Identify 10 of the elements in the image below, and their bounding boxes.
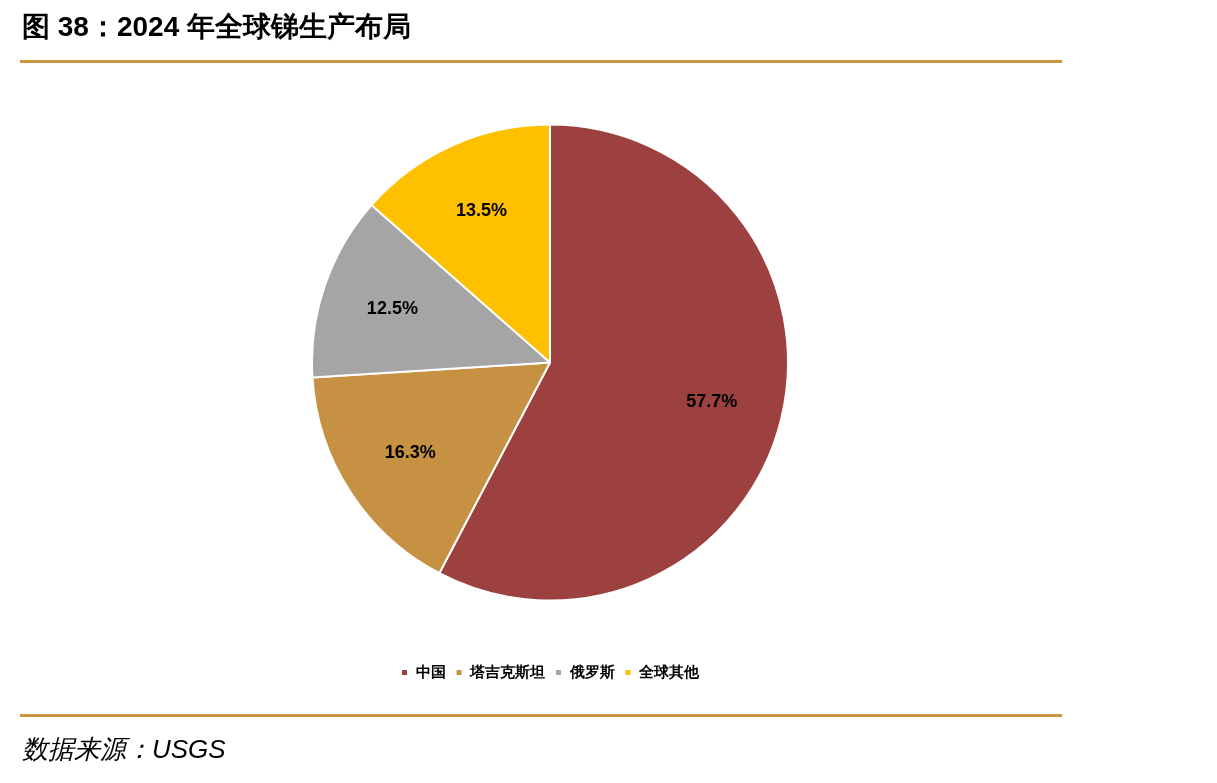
data-label: 16.3% (384, 442, 436, 463)
chart-title: 图 38：2024 年全球锑生产布局 (22, 10, 411, 44)
source-note: 数据来源：USGS (22, 733, 226, 766)
legend-label: 中国 (415, 662, 446, 680)
legend-label: 塔吉克斯坦 (469, 662, 545, 680)
data-label: 13.5% (455, 199, 507, 220)
data-label: 57.7% (686, 391, 738, 412)
legend-label: 全球其他 (638, 662, 700, 680)
legend-label: 俄罗斯 (568, 662, 615, 680)
data-label: 12.5% (366, 297, 418, 318)
